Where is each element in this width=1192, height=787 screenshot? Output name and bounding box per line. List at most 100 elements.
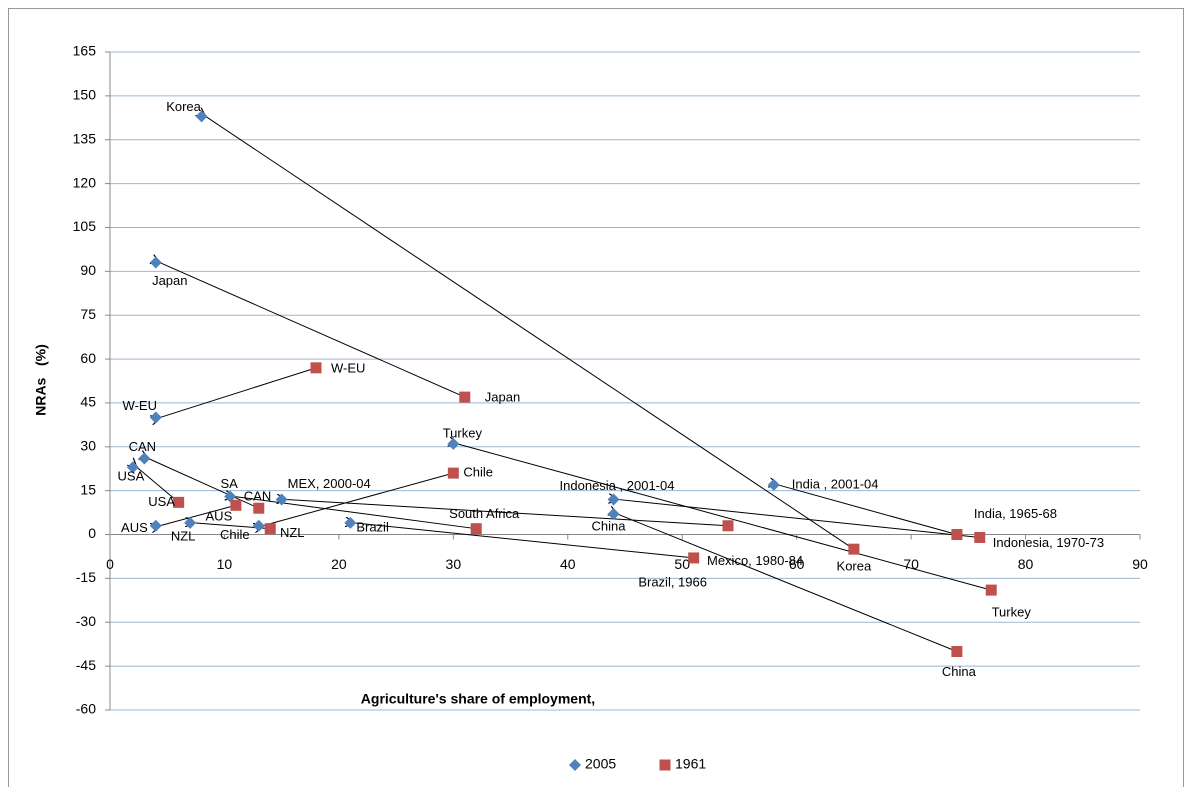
legend-marker: [569, 759, 581, 771]
point-label: India, 1965-68: [974, 506, 1057, 521]
y-tick-label: -45: [76, 657, 96, 673]
point-label: USA: [148, 494, 175, 509]
change-arrow: [286, 499, 729, 527]
change-arrow: [263, 472, 454, 526]
point-label: Korea: [837, 559, 872, 574]
point-label: India , 2001-04: [792, 476, 879, 491]
point: [688, 552, 700, 564]
point-label: AUS: [121, 520, 148, 535]
y-tick-label: 105: [73, 218, 97, 234]
legend-marker: [659, 759, 671, 771]
point-label: CAN: [129, 439, 156, 454]
point-label: USA: [118, 469, 145, 484]
y-tick-label: 75: [80, 306, 96, 322]
point-label: Brazil, 1966: [638, 574, 707, 589]
point: [230, 499, 242, 511]
x-tick-label: 60: [789, 556, 805, 572]
point: [951, 529, 963, 541]
change-arrow: [234, 497, 477, 530]
point: [767, 478, 780, 491]
y-tick-label: -30: [76, 613, 96, 629]
point: [447, 437, 460, 450]
point: [985, 584, 997, 596]
x-tick-label: 30: [446, 556, 462, 572]
point: [173, 496, 185, 508]
point: [138, 452, 151, 465]
y-tick-label: 30: [80, 438, 96, 454]
point: [275, 493, 288, 506]
y-tick-label: 60: [80, 350, 96, 366]
point: [264, 523, 276, 535]
point-label: Chile: [220, 527, 250, 542]
change-arrow: [354, 523, 694, 559]
point: [253, 502, 265, 514]
x-tick-label: 10: [217, 556, 233, 572]
point-label: NZL: [171, 528, 196, 543]
legend-label: 2005: [585, 756, 616, 772]
legend-label: 1961: [675, 756, 706, 772]
y-axis-title: NRAs (%): [33, 344, 49, 416]
point-label: CAN: [244, 489, 271, 504]
point-label: Indonesia , 2001-04: [560, 478, 675, 493]
point-label: W-EU: [123, 398, 157, 413]
change-arrow: [160, 263, 465, 398]
y-tick-label: 150: [73, 87, 97, 103]
point-label: China: [942, 664, 977, 679]
point: [607, 508, 620, 521]
point-label: W-EU: [331, 360, 365, 375]
point-label: AUS: [206, 509, 233, 524]
change-arrow: [618, 514, 958, 652]
point-label: Japan: [485, 390, 520, 405]
x-tick-label: 40: [560, 556, 576, 572]
point: [149, 256, 162, 269]
y-tick-label: -60: [76, 701, 96, 717]
point: [974, 531, 986, 543]
point: [149, 411, 162, 424]
x-axis-title: Agriculture's share of employment,: [361, 691, 595, 707]
point: [126, 461, 139, 474]
point: [447, 467, 459, 479]
y-tick-label: 135: [73, 130, 97, 146]
point: [149, 519, 162, 532]
point-label: Chile: [463, 465, 493, 480]
point: [310, 362, 322, 374]
point: [344, 516, 357, 529]
point: [224, 490, 237, 503]
point-label: Indonesia, 1970-73: [993, 535, 1104, 550]
change-arrow: [160, 504, 237, 525]
x-tick-label: 70: [903, 556, 919, 572]
change-arrow: [137, 467, 179, 503]
x-tick-label: 20: [331, 556, 347, 572]
point-label: China: [592, 518, 627, 533]
point-label: Turkey: [992, 605, 1032, 620]
point: [848, 543, 860, 555]
x-tick-label: 50: [674, 556, 690, 572]
change-arrow: [618, 499, 980, 538]
point-label: Brazil: [356, 519, 389, 534]
point: [184, 516, 197, 529]
y-tick-label: 0: [88, 525, 96, 541]
chart-border: [8, 8, 1184, 787]
change-arrow: [160, 367, 317, 418]
y-tick-label: 15: [80, 481, 96, 497]
change-arrow: [778, 485, 958, 536]
y-tick-label: 165: [73, 43, 97, 59]
point: [252, 519, 265, 532]
point-label: Turkey: [443, 425, 483, 440]
point-label: Korea: [166, 99, 201, 114]
change-arrow: [206, 116, 855, 550]
point-label: Mexico, 1980-84: [707, 553, 803, 568]
point-label: NZL: [280, 525, 305, 540]
y-tick-label: 120: [73, 174, 97, 190]
point-label: Japan: [152, 273, 187, 288]
x-tick-label: 0: [106, 556, 114, 572]
x-tick-label: 90: [1132, 556, 1148, 572]
point: [951, 646, 963, 658]
point-label: South Africa: [449, 506, 520, 521]
point: [459, 391, 471, 403]
y-tick-label: -15: [76, 569, 96, 585]
point: [607, 493, 620, 506]
y-tick-label: 45: [80, 394, 96, 410]
y-tick-label: 90: [80, 262, 96, 278]
